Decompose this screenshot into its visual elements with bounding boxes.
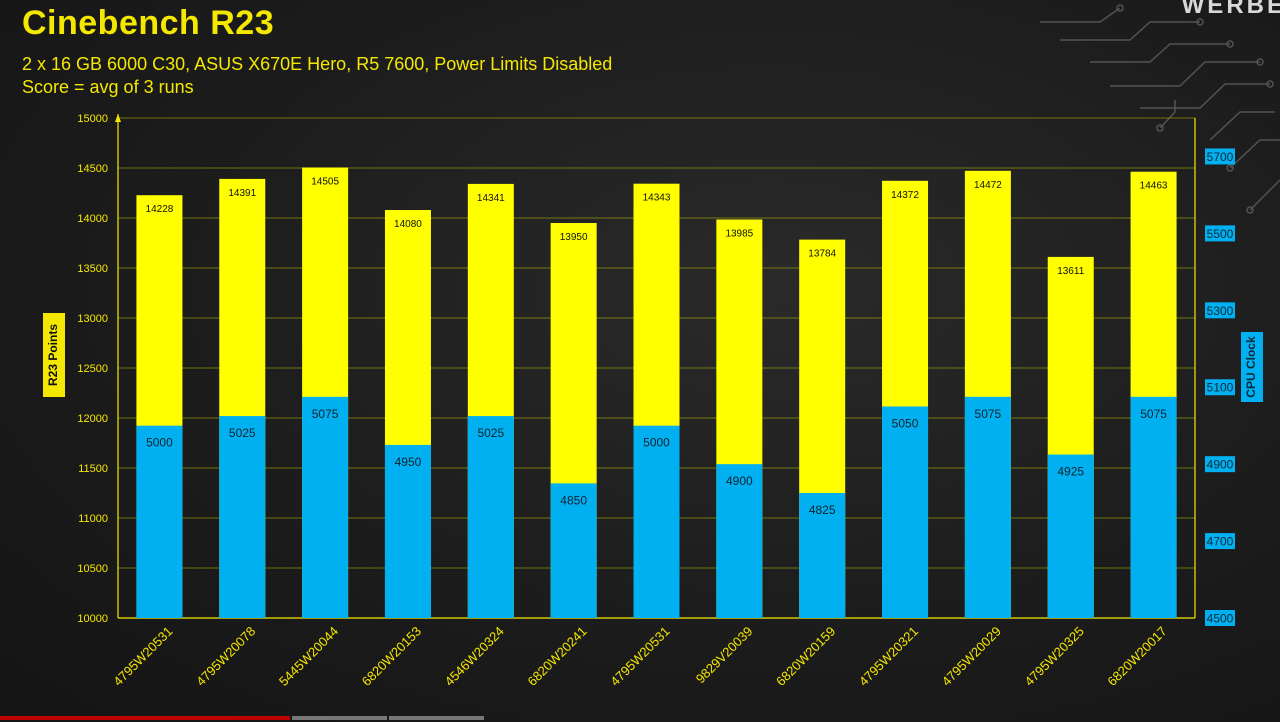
data-label-clock: 5025 [229,426,256,440]
bar-cpu-clock [633,425,680,618]
x-tick-label: 6820W20017 [1104,624,1169,689]
data-label-clock: 5000 [643,436,670,450]
subtitle-line-2: Score = avg of 3 runs [22,77,194,97]
y-tick-label: 13000 [77,313,108,325]
data-label-r23: 14463 [1140,181,1168,192]
bar-cpu-clock [550,483,597,618]
y2-tick-box [1205,533,1235,550]
y-tick-label: 15000 [77,113,108,125]
y2-tick-box [1205,379,1235,396]
data-label-r23: 14343 [643,193,671,204]
data-label-r23: 14391 [228,188,256,199]
data-label-r23: 14228 [146,204,174,215]
data-label-clock: 5000 [146,436,173,450]
y-tick-label: 10500 [77,563,108,575]
y-tick-label: 12000 [77,413,108,425]
brand-logo-text: WERBE [1181,0,1280,19]
data-label-clock: 4825 [809,503,836,517]
data-label-clock: 4950 [395,455,422,469]
y2-tick-box [1205,610,1235,626]
y-tick-label: 13500 [77,263,108,275]
y-axis-title-box [43,313,65,397]
data-label-clock: 5075 [312,407,339,421]
data-label-clock: 5050 [892,416,919,430]
data-label-r23: 13950 [560,232,588,243]
bar-cpu-clock [1047,454,1094,618]
bar-cpu-clock [302,396,349,618]
data-label-r23: 13784 [808,249,836,260]
y2-tick-label: 4700 [1207,535,1234,549]
page-title: Cinebench R23 [22,4,275,42]
bar-cpu-clock [136,425,183,618]
y-tick-label: 14000 [77,213,108,225]
data-label-clock: 4850 [560,493,587,507]
x-tick-label: 4546W20324 [442,624,507,689]
y2-tick-label: 5700 [1207,150,1234,164]
bar-cpu-clock [467,416,514,618]
plot-area: 10000 10500 11000 11500 12000 12500 13000 13500… [43,113,1263,689]
x-tick-label: 6820W20241 [524,624,589,689]
data-label-r23: 14080 [394,219,422,230]
chart-subtitle: 2 x 16 GB 6000 C30, ASUS X670E Hero, R5 … [22,53,612,99]
data-label-clock: 4900 [726,474,753,488]
bottom-progress-strip [0,716,484,720]
data-label-clock: 5075 [975,407,1002,421]
y2-tick-label: 4900 [1207,458,1234,472]
y-tick-label: 11000 [78,513,108,525]
y-tick-label: 10000 [77,613,108,625]
y2-tick-box [1205,456,1235,473]
circuit-decoration [1040,4,1280,214]
data-label-clock: 5075 [1140,407,1167,421]
y-axis-arrow [115,114,121,122]
bar-cpu-clock [1130,396,1177,618]
data-label-clock: 4925 [1057,465,1084,479]
data-label-r23: 13985 [725,229,753,240]
data-label-r23: 14505 [311,177,339,188]
y-axis-title: R23 Points [46,324,60,386]
data-label-clock: 5025 [477,426,504,440]
x-tick-label: 9829V20039 [693,624,756,687]
subtitle-line-1: 2 x 16 GB 6000 C30, ASUS X670E Hero, R5 … [22,54,613,74]
y2-tick-box [1205,302,1235,319]
x-tick-label: 6820W20153 [359,624,424,689]
x-tick-label: 4795W20531 [607,624,672,689]
x-tick-label: 4795W20321 [856,624,921,689]
y2-tick-box [1205,225,1235,242]
y-tick-label: 12500 [77,363,108,375]
y2-axis-title-box [1241,332,1263,402]
data-label-r23: 14372 [891,190,919,201]
data-label-r23: 14472 [974,180,1002,191]
x-tick-label: 5445W20044 [276,624,341,689]
bar-cpu-clock [882,406,929,618]
y-tick-label: 14500 [77,163,108,175]
y-tick-label: 11500 [78,463,108,475]
x-tick-label: 6820W20159 [773,624,838,689]
x-tick-label: 4795W20531 [110,624,175,689]
x-tick-label: 4795W20029 [939,624,1004,689]
bar-cpu-clock [964,396,1011,618]
x-tick-label: 4795W20078 [193,624,258,689]
data-label-r23: 13611 [1057,266,1085,277]
y2-axis-title: CPU Clock [1244,336,1258,398]
data-label-r23: 14341 [477,193,505,204]
y2-tick-label: 4500 [1207,612,1234,626]
bar-cpu-clock [716,464,763,618]
bar-cpu-clock [384,444,431,618]
y2-tick-box [1205,148,1235,165]
bar-cpu-clock [799,493,846,618]
x-tick-label: 4795W20325 [1022,624,1087,689]
y2-tick-label: 5100 [1207,381,1234,395]
y2-tick-label: 5300 [1207,304,1234,318]
bar-cpu-clock [219,416,266,618]
y2-tick-label: 5500 [1207,227,1234,241]
